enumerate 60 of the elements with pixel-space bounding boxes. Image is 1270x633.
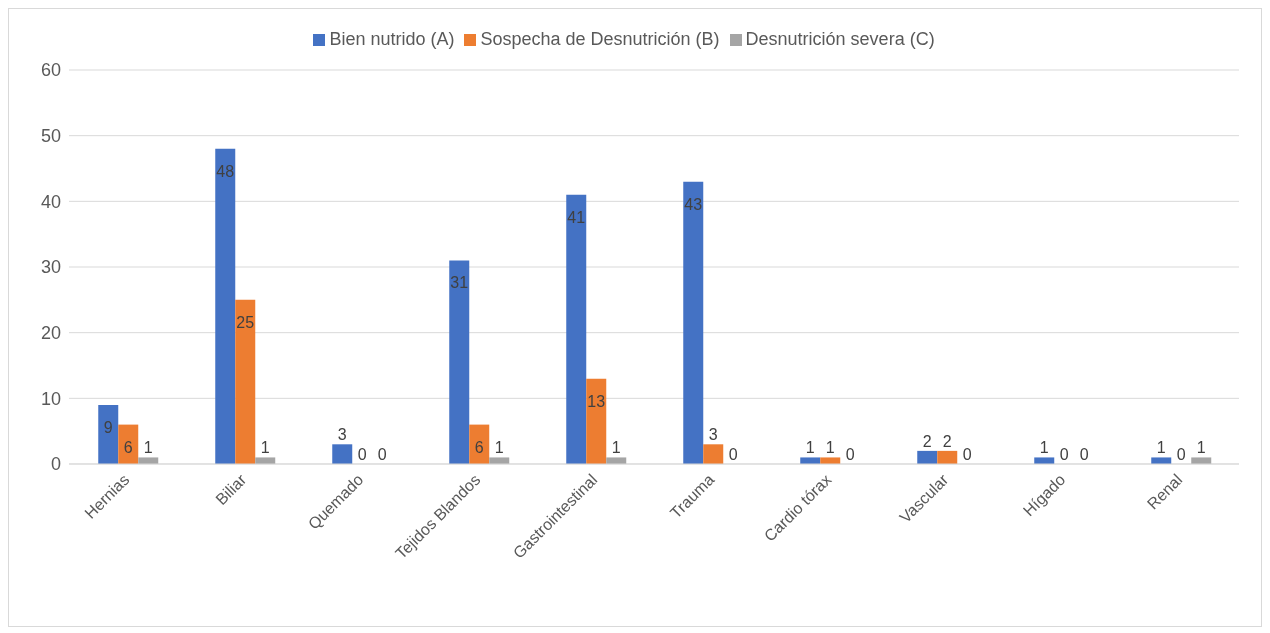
bar <box>235 299 256 464</box>
bar <box>98 404 119 464</box>
data-label: 1 <box>494 439 504 457</box>
data-label: 6 <box>123 438 133 456</box>
data-label: 2 <box>922 432 932 450</box>
data-label: 25 <box>236 313 255 331</box>
data-label: 1 <box>260 439 270 457</box>
bar <box>215 148 236 464</box>
bar <box>1191 457 1212 464</box>
data-label: 0 <box>962 445 972 463</box>
data-label: 41 <box>567 208 586 226</box>
data-label: 0 <box>357 445 367 463</box>
bar <box>917 450 938 464</box>
bar <box>703 444 724 464</box>
bar <box>489 457 510 464</box>
legend-label: Desnutrición severa (C) <box>745 29 935 49</box>
data-label: 1 <box>1039 439 1049 457</box>
data-label: 1 <box>611 439 621 457</box>
bar <box>683 181 704 464</box>
data-label: 31 <box>450 274 469 292</box>
data-label: 1 <box>825 439 835 457</box>
data-label: 13 <box>587 392 606 410</box>
y-tick-label: 40 <box>40 191 61 212</box>
bar <box>332 444 353 464</box>
bar <box>1034 457 1055 464</box>
bar <box>255 457 276 464</box>
y-tick-label: 50 <box>40 126 61 147</box>
bar <box>606 457 627 464</box>
bar <box>566 194 587 464</box>
data-label: 1 <box>805 439 815 457</box>
data-label: 0 <box>1176 445 1186 463</box>
data-label: 0 <box>377 445 387 463</box>
data-label: 3 <box>708 426 718 444</box>
bar <box>800 457 821 464</box>
data-label: 0 <box>1059 445 1069 463</box>
data-label: 9 <box>103 418 113 436</box>
data-label: 3 <box>337 426 347 444</box>
y-tick-label: 20 <box>40 323 61 344</box>
data-label: 1 <box>1156 439 1166 457</box>
data-label: 6 <box>474 438 484 456</box>
legend-label: Bien nutrido (A) <box>329 29 455 49</box>
bar <box>138 457 159 464</box>
y-tick-label: 10 <box>40 388 61 409</box>
data-label: 0 <box>1079 445 1089 463</box>
bar <box>449 260 470 464</box>
data-label: 43 <box>684 195 703 213</box>
bar <box>937 450 958 464</box>
bar <box>1151 457 1172 464</box>
data-label: 0 <box>845 445 855 463</box>
data-label: 0 <box>728 445 738 463</box>
y-tick-label: 0 <box>50 454 61 475</box>
y-tick-label: 60 <box>40 60 61 81</box>
data-label: 48 <box>216 162 235 180</box>
data-label: 1 <box>1196 439 1206 457</box>
y-tick-label: 30 <box>40 257 61 278</box>
bar <box>586 378 607 464</box>
data-label: 1 <box>143 439 153 457</box>
legend-label: Sospecha de Desnutrición (B) <box>480 29 720 49</box>
data-label: 2 <box>942 432 952 450</box>
bar <box>820 457 841 464</box>
